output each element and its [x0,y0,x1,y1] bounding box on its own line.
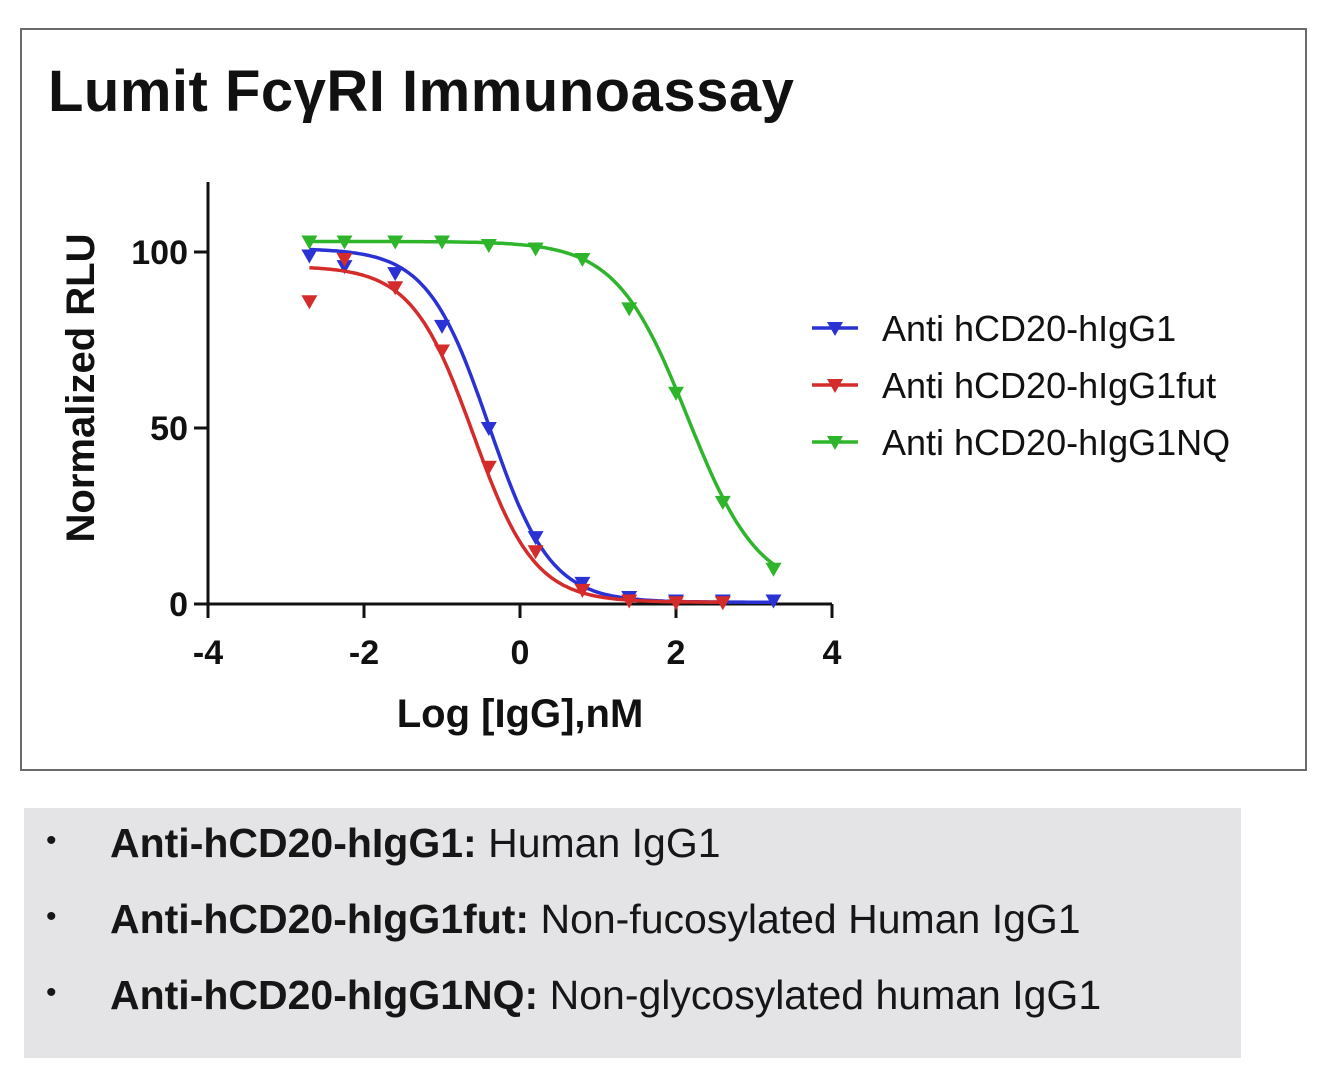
data-point [336,253,353,268]
data-point [765,562,782,577]
data-point [527,531,544,546]
data-point [480,422,497,436]
data-point [621,302,638,317]
x-tick-label: 2 [667,634,686,672]
bullet-icon: • [46,976,57,1009]
y-tick-label: 50 [150,410,188,448]
note-term: Anti-hCD20-hIgG1: [110,820,477,866]
data-point [301,249,318,264]
y-axis-label: Normalized RLU [59,234,103,543]
legend-label: Anti hCD20-hIgG1 [882,308,1176,349]
data-point [574,253,591,268]
data-point [387,235,404,250]
chart-panel [20,28,1307,771]
note-term: Anti-hCD20-hIgG1fut: [110,896,530,942]
note-item: • Anti-hCD20-hIgG1: Human IgG1 [24,820,1241,876]
note-desc: Non-fucosylated Human IgG1 [540,896,1081,942]
legend-marker [827,379,843,393]
x-axis-label: Log [IgG],nM [397,692,644,736]
data-point [434,235,450,250]
data-point [714,495,731,510]
note-term: Anti-hCD20-hIgG1NQ: [110,972,539,1018]
data-point [434,344,450,359]
note-item: • Anti-hCD20-hIgG1NQ: Non-glycosylated h… [24,972,1241,1028]
data-point [527,242,544,257]
data-point [668,596,684,611]
bullet-icon: • [46,824,57,857]
data-point [387,267,404,282]
bullet-icon: • [46,900,57,933]
data-point [574,583,591,598]
x-tick-label: 0 [511,634,530,672]
data-point [621,594,638,609]
legend-marker [827,436,843,450]
data-point [480,460,497,475]
x-tick-label: -2 [349,634,379,672]
data-point [668,386,684,401]
data-point [574,576,591,591]
data-point [527,545,544,560]
data-point [301,235,318,250]
data-point [765,594,782,609]
series-curve [309,247,774,604]
data-point [434,319,450,334]
note-desc: Human IgG1 [488,820,721,866]
legend-marker [827,322,843,336]
y-tick-label: 100 [131,234,188,272]
y-tick-label: 0 [169,586,188,624]
legend-label: Anti hCD20-hIgG1NQ [882,422,1230,463]
notes-box: • Anti-hCD20-hIgG1: Human IgG1 • Anti-hC… [24,808,1241,1058]
data-point [336,260,353,275]
data-point [480,238,497,253]
x-tick-label: 4 [823,634,842,672]
series-curve [309,265,723,604]
series-curve [309,239,775,566]
note-item: • Anti-hCD20-hIgG1fut: Non-fucosylated H… [24,896,1241,952]
data-point [387,281,404,296]
data-point [301,295,318,310]
dose-response-chart: 0 50 100 -4 -2 0 2 4 Log [IgG],nM Normalized RLU A… [59,182,1230,736]
chart-title: Lumit FcγRI Immunoassay [48,59,795,124]
data-point [336,235,353,250]
data-point [714,596,731,611]
legend-label: Anti hCD20-hIgG1fut [882,365,1216,406]
x-tick-label: -4 [193,634,223,672]
note-desc: Non-glycosylated human IgG1 [549,972,1102,1018]
